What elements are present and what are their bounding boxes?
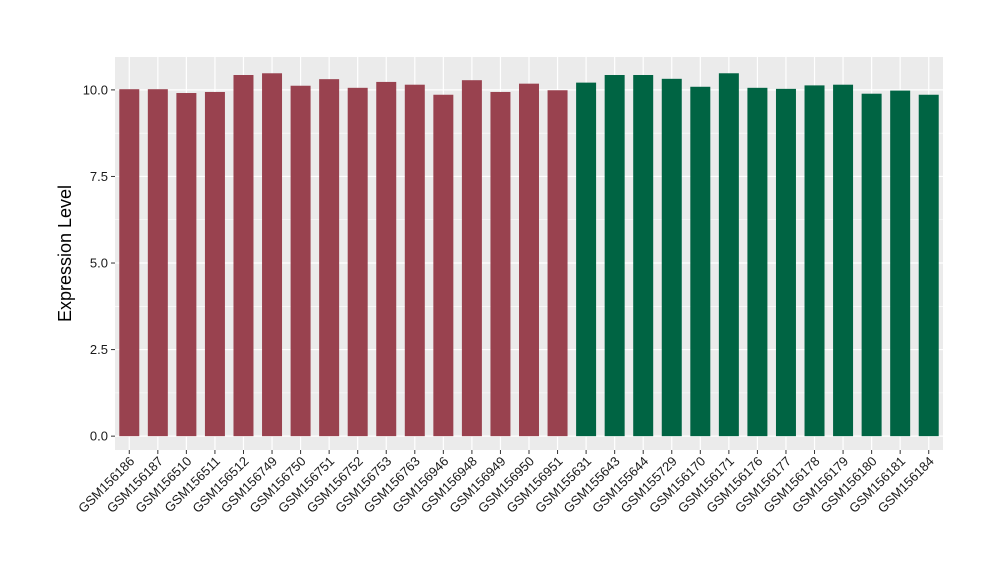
bar-gsm156951 <box>547 90 568 437</box>
bar-gsm155643 <box>604 75 625 437</box>
y-axis-title: Expression Level <box>55 185 75 322</box>
bar-gsm155631 <box>576 82 597 437</box>
bar-gsm156181 <box>890 90 911 437</box>
bar-gsm156179 <box>833 84 854 437</box>
x-axis: GSM156186GSM156187GSM156510GSM156511GSM1… <box>75 450 937 516</box>
bar-gsm156751 <box>319 79 340 437</box>
bar-gsm156749 <box>262 73 283 437</box>
bar-gsm156512 <box>233 75 254 437</box>
bar-gsm156177 <box>775 88 796 437</box>
y-tick-label: 0.0 <box>90 429 108 444</box>
y-tick-label: 2.5 <box>90 342 108 357</box>
bar-gsm156946 <box>433 94 454 437</box>
bar-gsm156510 <box>176 93 197 437</box>
bar-gsm155644 <box>633 75 654 437</box>
bar-gsm155729 <box>661 78 682 437</box>
bar-gsm156750 <box>290 85 311 437</box>
y-axis: 0.0 2.5 5.0 7.5 10.0 <box>83 82 115 444</box>
bar-gsm156176 <box>747 87 768 437</box>
bar-gsm156753 <box>376 81 397 437</box>
bar-gsm156184 <box>918 94 939 437</box>
y-tick-label: 7.5 <box>90 169 108 184</box>
bar-gsm156180 <box>861 93 882 437</box>
bar-gsm156171 <box>718 73 739 437</box>
bar-gsm156948 <box>461 80 482 437</box>
bar-gsm156763 <box>404 84 425 437</box>
y-tick-label: 5.0 <box>90 256 108 271</box>
bar-gsm156170 <box>690 86 711 437</box>
bar-gsm156950 <box>519 83 539 437</box>
y-tick-label: 10.0 <box>83 82 108 97</box>
bar-gsm156949 <box>490 91 511 437</box>
bar-gsm156187 <box>147 89 168 437</box>
bar-gsm156186 <box>119 89 140 437</box>
bar-gsm156178 <box>804 85 825 437</box>
bar-gsm156511 <box>204 91 225 437</box>
bars <box>119 73 939 437</box>
bar-gsm156752 <box>347 87 368 437</box>
